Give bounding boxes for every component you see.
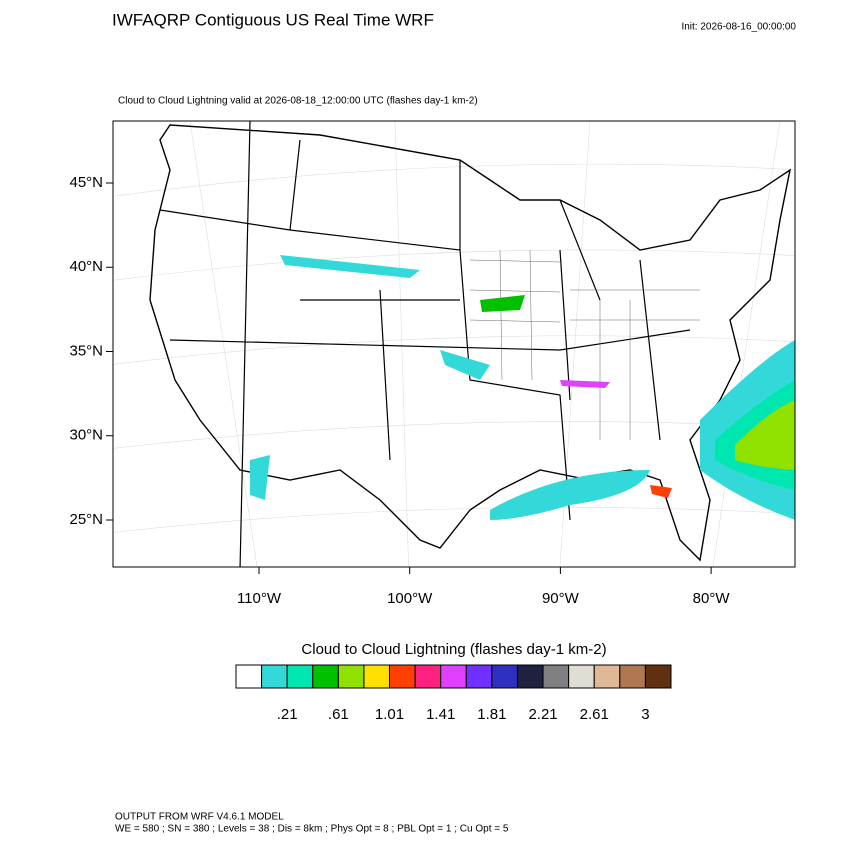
- colorbar-box: [312, 664, 339, 689]
- colorbar-label: 3: [641, 706, 649, 723]
- colorbar-box: [286, 664, 314, 689]
- colorbar-label: .21: [277, 706, 298, 723]
- lat-label: 35°N: [69, 342, 103, 359]
- map-caption: Cloud to Cloud Lightning valid at 2026-0…: [118, 96, 478, 107]
- colorbar-box: [644, 664, 672, 689]
- colorbar-label: 2.21: [528, 706, 557, 723]
- lon-label: 100°W: [387, 590, 433, 607]
- colorbar-box: [593, 664, 621, 689]
- colorbar-box: [389, 664, 416, 689]
- init-time: Init: 2026-08-16_00:00:00: [681, 22, 796, 33]
- colorbar-box: [619, 664, 646, 689]
- lat-label: 25°N: [69, 511, 103, 528]
- footer-line: OUTPUT FROM WRF V4.6.1 MODEL: [115, 812, 284, 823]
- colorbar-label: 1.01: [375, 706, 404, 723]
- colorbar-box: [516, 664, 544, 689]
- colorbar-box: [491, 664, 518, 689]
- footer-line: WE = 580 ; SN = 380 ; Levels = 38 ; Dis …: [115, 824, 509, 835]
- lon-label: 90°W: [542, 590, 580, 607]
- colorbar-box: [542, 664, 570, 689]
- colorbar-box: [235, 664, 263, 689]
- map-frame: [112, 120, 796, 568]
- lat-label: 30°N: [69, 427, 103, 444]
- title: IWFAQRP Contiguous US Real Time WRF: [112, 10, 434, 29]
- colorbar-label: .61: [328, 706, 349, 723]
- lon-label: 110°W: [237, 590, 282, 607]
- colorbar-box: [363, 664, 391, 689]
- colorbar-box: [465, 664, 493, 689]
- colorbar-box: [440, 664, 467, 689]
- colorbar-label: 1.81: [477, 706, 506, 723]
- colorbar-box: [568, 664, 595, 689]
- colorbar-label: 2.61: [580, 706, 609, 723]
- lat-label: 45°N: [69, 174, 103, 191]
- colorbar-box: [414, 664, 442, 689]
- colorbar-box: [337, 664, 365, 689]
- map: [112, 120, 796, 568]
- colorbar-label: 1.41: [426, 706, 455, 723]
- lat-label: 40°N: [69, 258, 103, 275]
- colorbar-box: [261, 664, 288, 689]
- lon-label: 80°W: [693, 590, 731, 607]
- colorbar-title: Cloud to Cloud Lightning (flashes day-1 …: [301, 641, 606, 658]
